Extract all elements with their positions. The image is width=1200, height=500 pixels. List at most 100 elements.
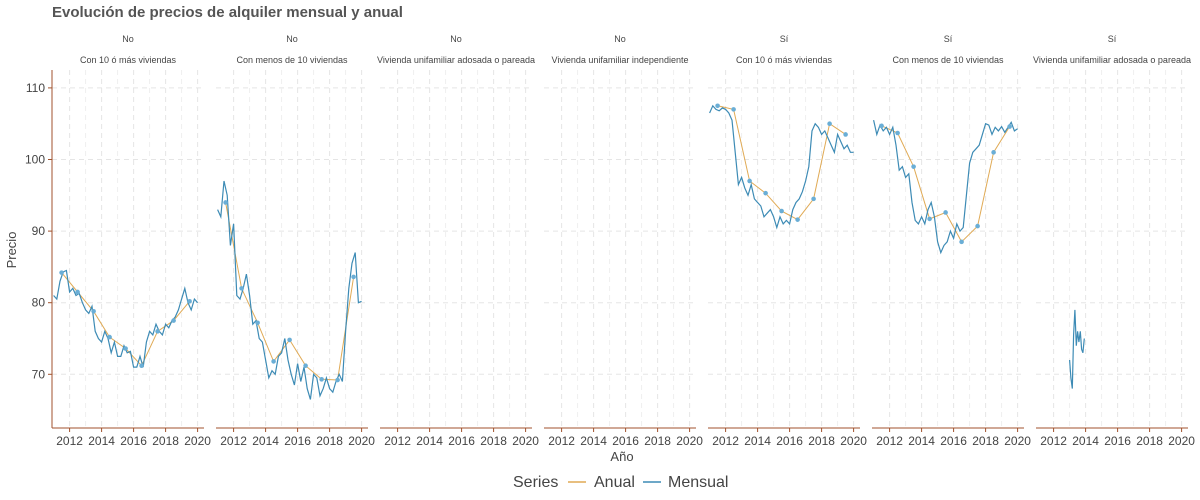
anual-data-point [1007,124,1012,129]
anual-data-point [255,320,260,326]
anual-data-point [827,121,832,126]
legend-label: Mensual [668,474,728,491]
y-axis: 70 80 90 100 110 [25,70,53,428]
facet-panel: No Con menos de 10 viviendas 2012 2014 2016 2… [216,34,375,448]
x-tick-label: 2014 [1072,434,1099,448]
facet-strip-label: No [614,34,626,44]
series-line-mensual [873,119,1018,255]
x-tick-label: 2012 [548,434,575,448]
x-tick-label: 2016 [448,434,475,448]
facet-panel: Sí Con 10 ó más viviendas 2012 2014 2016 2018… [708,34,867,448]
anual-data-point [779,208,784,214]
facet-strip-label: Con menos de 10 viviendas [236,55,348,65]
x-tick-label: 2014 [88,434,115,448]
anual-data-point [319,377,324,382]
legend-label: Anual [594,474,635,491]
series-line-mensual [709,104,854,230]
anual-data-point [91,308,96,314]
anual-data-point [223,200,228,205]
anual-data-point [715,103,720,109]
x-tick-label: 2014 [252,434,279,448]
facet-strip-label: Sí [780,34,789,44]
anual-data-point [75,289,80,295]
x-tick-label: 2020 [840,434,867,448]
x-tick-label: 2020 [1004,434,1031,448]
x-tick-label: 2014 [416,434,443,448]
anual-data-point [879,123,884,129]
chart-title: Evolución de precios de alquiler mensual… [52,4,403,21]
facet-strip-label: Vivienda unifamiliar adosada o pareada [1033,55,1191,65]
anual-data-point [239,286,244,291]
facet-strip-label: No [450,34,462,44]
x-tick-label: 2018 [316,434,343,448]
x-tick-label: 2016 [284,434,311,448]
anual-data-point [911,164,916,169]
anual-data-point [59,270,64,275]
facet-panel: Sí Con menos de 10 viviendas 2012 2014 2016 2… [872,34,1031,448]
anual-data-point [287,337,292,343]
x-tick-label: 2016 [940,434,967,448]
x-tick-label: 2016 [1104,434,1131,448]
anual-data-point [895,130,900,136]
x-tick-label: 2018 [480,434,507,448]
x-tick-label: 2018 [152,434,179,448]
x-tick-label: 2016 [120,434,147,448]
series-line-anual [61,272,190,367]
x-axis-title: Año [610,449,633,464]
x-tick-label: 2018 [1136,434,1163,448]
facet-panel: No Vivienda unifamiliar independiente 2012… [544,34,703,448]
facet-panel: No Con 10 ó más viviendas 2012 2014 2016 2018… [52,34,211,448]
series-line-mensual [53,269,199,368]
facet-strip-label: No [286,34,298,44]
anual-data-point [187,298,192,304]
anual-data-point [107,334,112,340]
x-tick-label: 2014 [580,434,607,448]
x-tick-label: 2020 [512,434,539,448]
x-tick-label: 2016 [612,434,639,448]
anual-data-point [959,239,964,245]
x-tick-label: 2020 [184,434,211,448]
facet-strip-label: Con 10 ó más viviendas [80,55,177,65]
x-tick-label: 2012 [712,434,739,448]
facet-strip-label: Vivienda unifamiliar independiente [552,55,689,65]
series-line-anual [225,202,355,381]
anual-data-point [843,132,848,137]
y-tick-label: 90 [32,224,46,238]
series-line-mensual [1069,309,1085,389]
x-tick-label: 2020 [348,434,375,448]
facet-strip-label: Con 10 ó más viviendas [736,55,833,65]
panels: No Con 10 ó más viviendas 2012 2014 2016 2018… [52,34,1195,448]
y-tick-label: 110 [26,81,45,95]
x-tick-label: 2012 [56,434,83,448]
x-tick-label: 2016 [776,434,803,448]
anual-data-point [943,210,948,215]
x-tick-label: 2012 [220,434,247,448]
legend-title: Series [513,474,558,491]
y-tick-label: 70 [32,367,46,381]
facet-strip-label: No [122,34,134,44]
facet-strip-label: Vivienda unifamiliar adosada o pareada [377,55,535,65]
anual-data-point [335,377,340,383]
x-tick-label: 2012 [1040,434,1067,448]
anual-data-point [155,329,160,334]
x-tick-label: 2012 [876,434,903,448]
anual-data-point [747,178,752,184]
anual-data-point [795,217,800,222]
anual-data-point [271,359,276,364]
anual-data-point [763,190,768,196]
x-tick-label: 2018 [972,434,999,448]
x-tick-label: 2014 [908,434,935,448]
y-axis-title: Precio [4,232,19,269]
facet-panel: Sí Vivienda unifamiliar adosada o pareada… [1033,34,1195,448]
x-tick-label: 2012 [384,434,411,448]
anual-data-point [171,318,176,323]
x-tick-label: 2018 [808,434,835,448]
y-tick-label: 100 [25,153,45,167]
anual-data-point [139,363,144,369]
x-tick-label: 2020 [676,434,703,448]
facet-panel: No Vivienda unifamiliar adosada o pareada… [377,34,539,448]
anual-data-point [303,363,308,369]
facet-strip-label: Sí [944,34,953,44]
legend: Series Anual Mensual [513,474,728,491]
